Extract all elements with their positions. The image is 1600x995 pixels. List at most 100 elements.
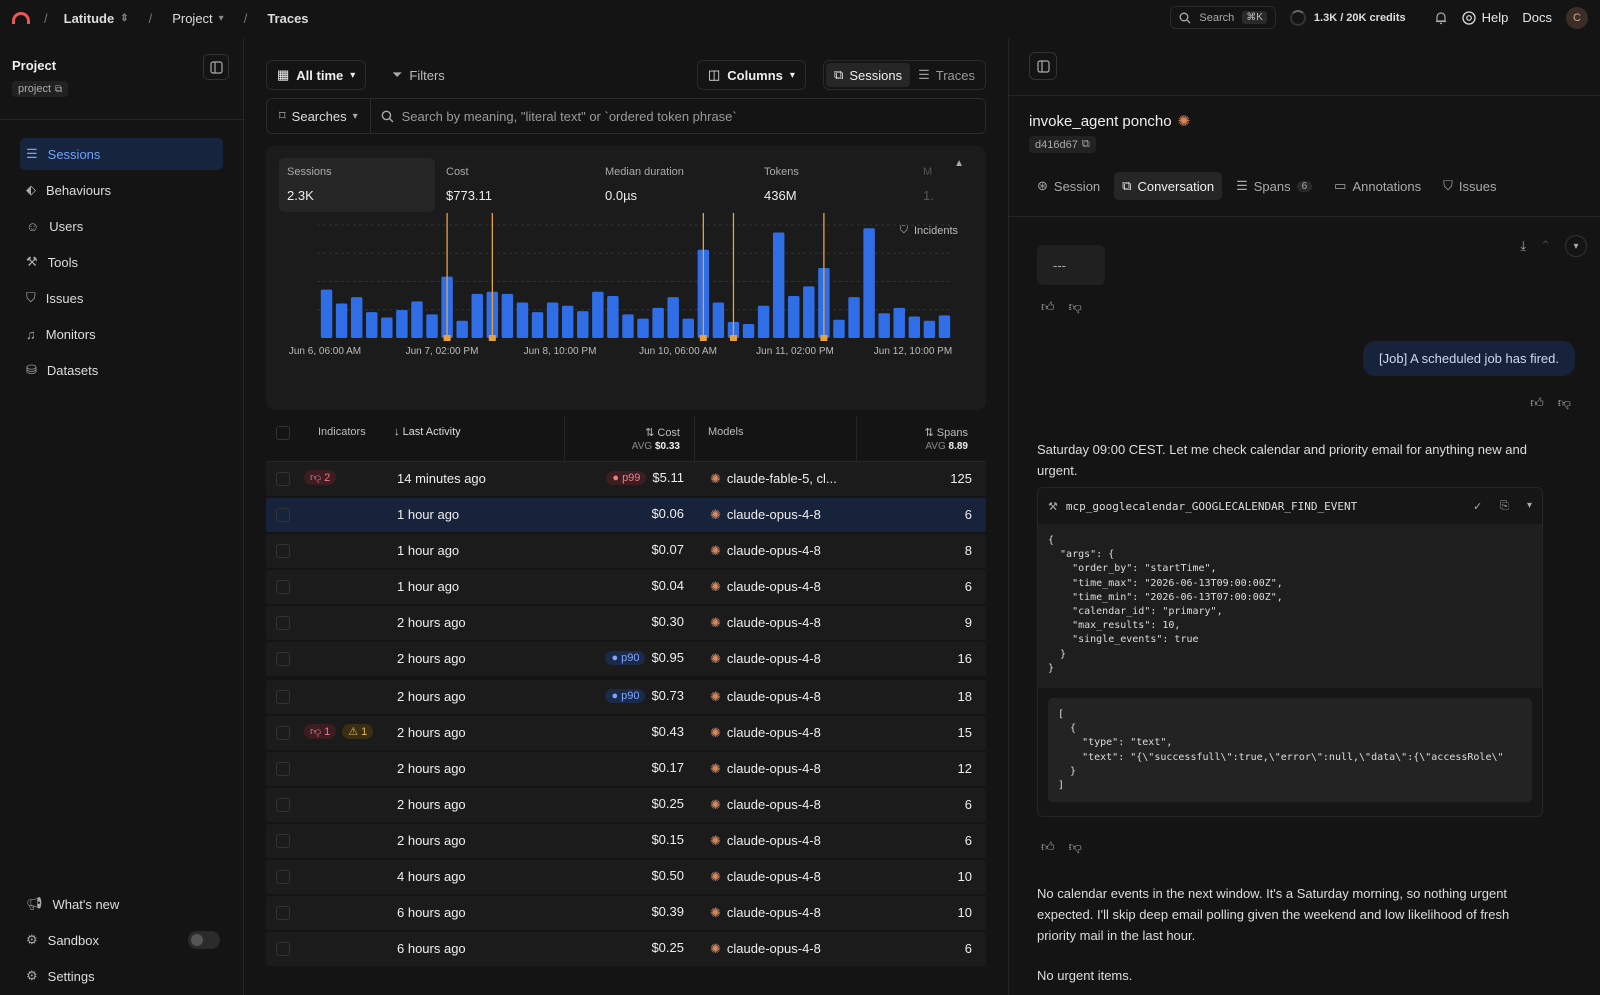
- sidebar-item-tools[interactable]: ⚒ Tools: [20, 246, 223, 278]
- chart-bar[interactable]: [923, 320, 936, 338]
- chart-bar[interactable]: [607, 296, 619, 338]
- chart-bar[interactable]: [366, 312, 378, 338]
- col-models[interactable]: Models: [708, 426, 744, 438]
- stat-median-duration[interactable]: Median duration 0.0µs: [597, 158, 753, 212]
- thumbs-down-icon[interactable]: 👎︎: [1557, 395, 1571, 410]
- chart-bar[interactable]: [531, 312, 544, 338]
- row-checkbox[interactable]: [276, 652, 290, 666]
- tab-conversation[interactable]: ⧉ Conversation: [1114, 172, 1223, 200]
- detail-id-badge[interactable]: d416d67 ⧉: [1029, 136, 1096, 153]
- sandbox-toggle[interactable]: [188, 931, 220, 949]
- row-checkbox[interactable]: [276, 906, 290, 920]
- chart-bar[interactable]: [637, 318, 649, 338]
- table-row[interactable]: 2 hours ago ● p90 $0.73 ✺ claude-opus-4-8 18: [266, 680, 986, 714]
- tab-annotations[interactable]: ▭ Annotations: [1326, 172, 1429, 200]
- page-name[interactable]: Traces: [267, 10, 309, 26]
- chart-bar[interactable]: [501, 293, 514, 338]
- avatar[interactable]: C: [1566, 6, 1588, 29]
- global-search[interactable]: Search ⌘K: [1170, 6, 1276, 29]
- row-checkbox[interactable]: [276, 834, 290, 848]
- collapse-stats-button[interactable]: ▲: [954, 158, 964, 169]
- table-row[interactable]: 6 hours ago $0.25 ✺ claude-opus-4-8 6: [266, 932, 986, 966]
- chart-bar[interactable]: [772, 232, 785, 338]
- download-icon[interactable]: ⤓: [1520, 238, 1527, 253]
- indicator-badge[interactable]: 👎︎ 2: [304, 470, 337, 485]
- project-switcher[interactable]: Project ▾: [172, 11, 224, 26]
- table-row[interactable]: 2 hours ago $0.15 ✺ claude-opus-4-8 6: [266, 824, 986, 858]
- col-last-activity[interactable]: ↓ Last Activity: [394, 426, 461, 438]
- stat-tokens[interactable]: Tokens 436M: [756, 158, 912, 212]
- view-traces-tab[interactable]: ☰ Traces: [910, 63, 983, 87]
- row-checkbox[interactable]: [276, 616, 290, 630]
- row-checkbox[interactable]: [276, 472, 290, 486]
- row-checkbox[interactable]: [276, 726, 290, 740]
- row-checkbox[interactable]: [276, 690, 290, 704]
- incident-marker[interactable]: [699, 335, 707, 341]
- chart-bar[interactable]: [516, 302, 529, 338]
- table-row[interactable]: 👎︎ 1 ⚠ 1 2 hours ago $0.43 ✺ claude-opus-4-8 15: [266, 716, 986, 750]
- chart-bar[interactable]: [757, 305, 770, 338]
- chart-bar[interactable]: [456, 320, 468, 338]
- chart-bar[interactable]: [381, 317, 393, 338]
- clipboard-icon[interactable]: ⎘: [1500, 499, 1509, 512]
- view-sessions-tab[interactable]: ⧉ Sessions: [826, 63, 911, 87]
- sidebar-item-issues[interactable]: ⛉ Issues: [20, 282, 223, 314]
- chart-bar[interactable]: [592, 291, 604, 338]
- chart-bar[interactable]: [788, 296, 800, 338]
- row-checkbox[interactable]: [276, 870, 290, 884]
- chart-bar[interactable]: [712, 302, 725, 338]
- sidebar-item-sandbox[interactable]: ⚙ Sandbox: [20, 923, 226, 957]
- chart-bar[interactable]: [561, 305, 574, 338]
- thumbs-up-icon[interactable]: 👍︎: [1530, 395, 1544, 410]
- chart-bar[interactable]: [622, 314, 634, 338]
- thumbs-up-icon[interactable]: 👍︎: [1041, 839, 1055, 854]
- chart-bar[interactable]: [848, 297, 860, 338]
- table-row[interactable]: 1 hour ago $0.04 ✺ claude-opus-4-8 6: [266, 570, 986, 604]
- incident-marker[interactable]: [820, 335, 828, 341]
- tab-spans[interactable]: ☰ Spans 6: [1228, 172, 1320, 200]
- row-checkbox[interactable]: [276, 942, 290, 956]
- chart-bar[interactable]: [803, 286, 815, 338]
- indicator-badge[interactable]: ⚠ 1: [342, 724, 374, 739]
- row-checkbox[interactable]: [276, 580, 290, 594]
- table-row[interactable]: 2 hours ago $0.25 ✺ claude-opus-4-8 6: [266, 788, 986, 822]
- chart-bar[interactable]: [682, 318, 694, 338]
- col-spans[interactable]: ⇅ Spans AVG 8.89: [925, 426, 968, 452]
- select-all-checkbox[interactable]: [276, 426, 290, 440]
- stat-cost[interactable]: Cost $773.11: [438, 158, 594, 212]
- chart-bar[interactable]: [742, 324, 755, 338]
- thumbs-up-icon[interactable]: 👍︎: [1041, 299, 1055, 314]
- thumbs-down-icon[interactable]: 👎︎: [1068, 299, 1082, 314]
- chevron-up-icon[interactable]: ⌃: [1540, 238, 1551, 253]
- credits-indicator[interactable]: 1.3K / 20K credits: [1289, 9, 1406, 26]
- table-row[interactable]: 6 hours ago $0.39 ✺ claude-opus-4-8 10: [266, 896, 986, 930]
- sidebar-item-whats-new[interactable]: 📢︎ What's new: [20, 887, 226, 921]
- stat-sessions[interactable]: Sessions 2.3K: [279, 158, 435, 212]
- latitude-logo-icon[interactable]: [12, 12, 30, 24]
- search-input[interactable]: Search by meaning, "literal text" or `or…: [371, 109, 747, 124]
- chart-bar[interactable]: [938, 315, 951, 338]
- sidebar-item-datasets[interactable]: ⛁ Datasets: [20, 354, 223, 386]
- incident-marker[interactable]: [488, 335, 496, 341]
- thumbs-down-icon[interactable]: 👎︎: [1068, 839, 1082, 854]
- chart-bar[interactable]: [471, 293, 483, 338]
- incidents-toggle[interactable]: ⛉ Incidents: [900, 224, 958, 237]
- chart-bar[interactable]: [411, 301, 423, 338]
- org-switcher[interactable]: Latitude ⇕: [64, 11, 129, 26]
- activity-chart[interactable]: Jun 6, 06:00 AM Jun 7, 02:00 PM Jun 8, 10:…: [266, 146, 986, 410]
- project-slug-badge[interactable]: project ⧉: [12, 81, 69, 97]
- chart-bar[interactable]: [577, 311, 589, 338]
- sidebar-item-sessions[interactable]: ☰ Sessions: [20, 138, 223, 170]
- toggle-panel-button[interactable]: [1029, 52, 1057, 80]
- indicator-badge[interactable]: 👎︎ 1: [304, 724, 337, 739]
- row-checkbox[interactable]: [276, 508, 290, 522]
- incident-marker[interactable]: [443, 335, 451, 341]
- docs-link[interactable]: Docs: [1522, 10, 1552, 25]
- time-range-button[interactable]: ▦ All time ▾: [266, 60, 367, 90]
- chart-bar[interactable]: [426, 314, 438, 338]
- chart-bar[interactable]: [320, 289, 333, 338]
- chart-bar[interactable]: [908, 316, 921, 338]
- table-row[interactable]: 2 hours ago $0.17 ✺ claude-opus-4-8 12: [266, 752, 986, 786]
- row-checkbox[interactable]: [276, 544, 290, 558]
- chart-bar[interactable]: [893, 307, 905, 338]
